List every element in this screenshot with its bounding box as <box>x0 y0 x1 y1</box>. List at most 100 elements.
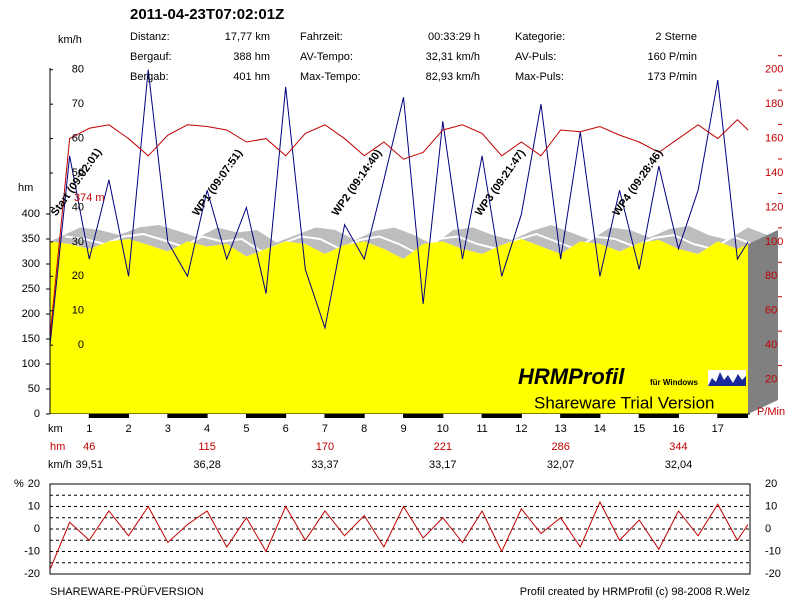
y-tick-label: -20 <box>24 568 40 580</box>
logo-icon <box>708 372 746 386</box>
y3-tick-label: 80 <box>765 270 777 282</box>
start-altitude: 374 m <box>74 192 105 204</box>
y3-tick-label: 160 <box>765 132 783 144</box>
title: 2011-04-23T07:02:01Z <box>130 6 284 23</box>
row-value: 286 <box>551 441 569 453</box>
stat-label: AV-Tempo: <box>300 51 353 63</box>
y-tick-label: 0 <box>34 408 40 420</box>
x-tick-label: 5 <box>243 423 249 435</box>
y2-tick-label: 10 <box>72 305 84 317</box>
y2-tick-label: 40 <box>72 201 84 213</box>
y3-tick-label: 120 <box>765 201 783 213</box>
y-tick-label: 100 <box>22 358 40 370</box>
slope-line <box>49 500 749 570</box>
row-value: 36,28 <box>193 459 221 471</box>
x-tick-label: 6 <box>283 423 289 435</box>
km-bar <box>285 414 325 418</box>
row-value: 33,17 <box>429 459 457 471</box>
x-tick-label: 14 <box>594 423 606 435</box>
x-tick-label: 9 <box>400 423 406 435</box>
km-bar <box>678 414 718 418</box>
row-value: 344 <box>669 441 687 453</box>
row-value: 115 <box>198 441 216 453</box>
y-axis-label: % <box>14 478 24 490</box>
row-value: 33,37 <box>311 459 339 471</box>
footer-left: SHAREWARE-PRÜFVERSION <box>50 586 204 598</box>
y-tick-label: 50 <box>28 383 40 395</box>
y3-tick-label: 60 <box>765 305 777 317</box>
y-tick-label-right: 20 <box>765 478 777 490</box>
km-bar <box>128 414 168 418</box>
km-bar <box>403 414 443 418</box>
km-bar <box>207 414 247 418</box>
km-bar <box>717 414 748 418</box>
stat-label: Bergab: <box>130 71 169 83</box>
stat-label: Fahrzeit: <box>300 31 343 43</box>
y-axis-label: hm <box>18 182 33 194</box>
x-tick-label: 7 <box>322 423 328 435</box>
logo-subtitle: für Windows <box>650 378 698 387</box>
km-bar <box>482 414 522 418</box>
y-tick-label-right: 10 <box>765 500 777 512</box>
row-label: km/h <box>48 459 72 471</box>
km-bar <box>246 414 286 418</box>
x-tick-label: 3 <box>165 423 171 435</box>
x-tick-label: 8 <box>361 423 367 435</box>
y3-tick-label: 40 <box>765 339 777 351</box>
stat-value: 32,31 km/h <box>426 51 480 63</box>
y-tick-label: 250 <box>22 283 40 295</box>
terrain-side <box>748 230 778 414</box>
km-bar <box>167 414 208 418</box>
stat-label: Max-Tempo: <box>300 71 361 83</box>
y3-tick-label: 200 <box>765 64 783 76</box>
stat-value: 00:33:29 h <box>428 31 480 43</box>
y-tick-label: 200 <box>22 308 40 320</box>
y2-tick-label: 20 <box>72 270 84 282</box>
y-tick-label: -10 <box>24 545 40 557</box>
stat-value: 2 Sterne <box>655 31 697 43</box>
x-tick-label: 10 <box>437 423 449 435</box>
x-tick-label: 16 <box>672 423 684 435</box>
row-value: 221 <box>434 441 452 453</box>
pulse-line <box>49 118 749 337</box>
x-tick-label: 12 <box>515 423 527 435</box>
y2-tick-label: 50 <box>72 167 84 179</box>
stat-value: 388 hm <box>233 51 270 63</box>
x-axis-label: km <box>48 423 63 435</box>
stat-value: 17,77 km <box>225 31 270 43</box>
km-bar <box>521 414 561 418</box>
x-tick-label: 15 <box>633 423 645 435</box>
x-tick-label: 4 <box>204 423 210 435</box>
km-bar <box>364 414 404 418</box>
stat-value: 160 P/min <box>647 51 697 63</box>
row-value: 32,04 <box>665 459 693 471</box>
altitude-area <box>50 239 748 414</box>
stat-value: 173 P/min <box>647 71 697 83</box>
stat-label: Distanz: <box>130 31 170 43</box>
x-tick-label: 13 <box>555 423 567 435</box>
footer-right: Profil created by HRMProfil (c) 98-2008 … <box>520 586 750 598</box>
y-tick-label: 300 <box>22 258 40 270</box>
y2-axis-label: km/h <box>58 34 82 46</box>
y3-tick-label: 180 <box>765 98 783 110</box>
stat-value: 82,93 km/h <box>426 71 480 83</box>
km-bar <box>639 414 679 418</box>
y-tick-label-right: -10 <box>765 545 781 557</box>
row-value: 39,51 <box>76 459 104 471</box>
row-value: 32,07 <box>547 459 575 471</box>
x-tick-label: 1 <box>86 423 92 435</box>
y-tick-label: 20 <box>28 478 40 490</box>
y2-tick-label: 80 <box>72 64 84 76</box>
km-bar <box>599 414 640 418</box>
y-tick-label: 10 <box>28 500 40 512</box>
x-tick-label: 17 <box>712 423 724 435</box>
row-value: 170 <box>316 441 334 453</box>
logo-notice: Shareware Trial Version <box>534 393 714 412</box>
y2-tick-label: 30 <box>72 236 84 248</box>
logo-title: HRMProfil <box>518 364 625 389</box>
stat-label: Max-Puls: <box>515 71 564 83</box>
stat-label: Kategorie: <box>515 31 565 43</box>
y3-tick-label: 100 <box>765 236 783 248</box>
stat-value: 401 hm <box>233 71 270 83</box>
